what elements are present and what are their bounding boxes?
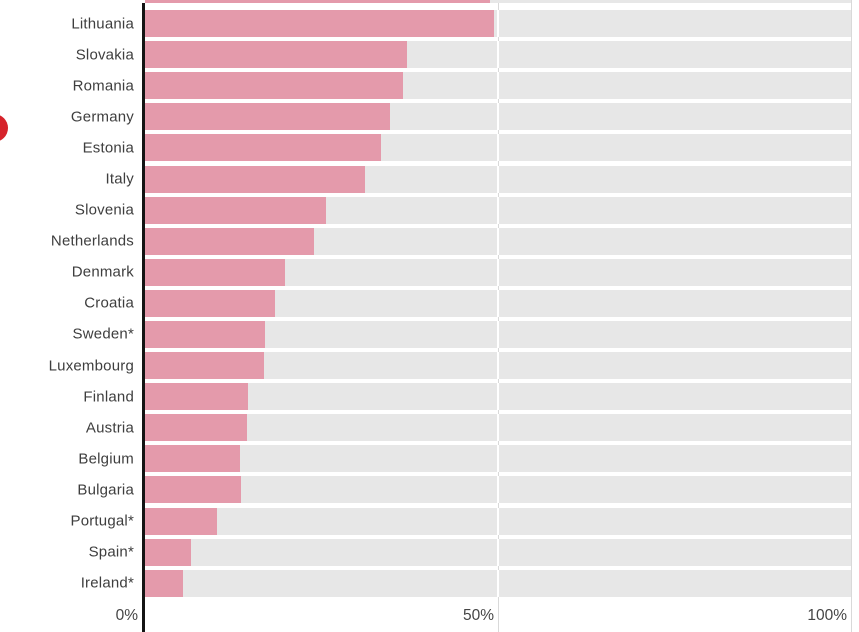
bar-row: Germany <box>0 101 859 132</box>
bar-row: Slovenia <box>0 195 859 226</box>
gridline-100-percent <box>851 0 852 632</box>
bar-track <box>145 445 851 473</box>
bar <box>145 165 366 193</box>
bar-track <box>145 196 851 224</box>
bar <box>145 507 217 535</box>
bar <box>145 227 314 255</box>
x-axis-tick-label: 100% <box>807 607 847 624</box>
bar-row: Spain* <box>0 537 859 568</box>
bar <box>145 445 240 473</box>
country-label: Netherlands <box>50 232 134 250</box>
bar-track <box>145 320 851 348</box>
country-label: Denmark <box>71 263 134 281</box>
bar <box>145 10 495 38</box>
bar-track <box>145 569 851 597</box>
bar-track <box>145 538 851 566</box>
bar-row: Sweden* <box>0 319 859 350</box>
bar <box>145 320 266 348</box>
bar-track <box>145 227 851 255</box>
bar-row: Finland <box>0 381 859 412</box>
bar-row: Belgium <box>0 443 859 474</box>
bar-row: Estonia <box>0 132 859 163</box>
bar-row: Luxembourg <box>0 350 859 381</box>
bar-track <box>145 352 851 380</box>
bar-track <box>145 289 851 317</box>
country-label: Finland <box>83 388 134 406</box>
bar <box>145 258 286 286</box>
bar <box>145 196 326 224</box>
bar <box>145 569 184 597</box>
country-label: Bulgaria <box>77 481 134 499</box>
bar-track <box>145 103 851 131</box>
bar <box>145 352 264 380</box>
country-label: Spain* <box>88 543 134 561</box>
y-axis-line <box>142 3 145 632</box>
bar-row: Netherlands <box>0 226 859 257</box>
country-label: Italy <box>105 170 134 188</box>
cutoff-top-bar <box>145 0 851 3</box>
red-dot-partial <box>0 114 8 142</box>
bar <box>145 41 407 69</box>
country-label: Ireland* <box>80 574 134 592</box>
bar-row: Portugal* <box>0 506 859 537</box>
bar-track <box>145 10 851 38</box>
bar <box>145 289 275 317</box>
bar <box>145 134 381 162</box>
x-axis-tick-label: 50% <box>462 607 494 624</box>
bar <box>145 414 248 442</box>
bar-track <box>145 476 851 504</box>
bar-track <box>145 72 851 100</box>
bar-track <box>145 414 851 442</box>
bar-row: Austria <box>0 412 859 443</box>
bar <box>145 538 191 566</box>
x-axis-tick-label: 0% <box>115 607 138 624</box>
bar-row: Italy <box>0 163 859 194</box>
country-label: Slovakia <box>75 46 134 64</box>
country-label: Belgium <box>78 450 134 468</box>
bar-row: Romania <box>0 70 859 101</box>
country-label: Romania <box>72 77 134 95</box>
bar <box>145 72 403 100</box>
bar-track <box>145 258 851 286</box>
bar-track <box>145 165 851 193</box>
bar-row: Bulgaria <box>0 474 859 505</box>
bar-track <box>145 41 851 69</box>
bar-track <box>145 383 851 411</box>
country-label: Luxembourg <box>48 357 134 375</box>
bar-rows-container: Lithuania Slovakia Romania Germany Estonia It… <box>0 8 859 599</box>
bar-row: Croatia <box>0 288 859 319</box>
country-label: Croatia <box>84 294 134 312</box>
country-label: Slovenia <box>74 201 134 219</box>
bar-row: Lithuania <box>0 8 859 39</box>
bar <box>145 476 242 504</box>
bar-track <box>145 134 851 162</box>
bar <box>145 383 249 411</box>
country-label: Portugal* <box>70 512 134 530</box>
bar-row: Denmark <box>0 257 859 288</box>
country-label: Lithuania <box>71 15 134 33</box>
cutoff-top-bar-fill <box>145 0 490 3</box>
bar <box>145 103 390 131</box>
country-label: Germany <box>70 108 134 126</box>
country-label: Sweden* <box>72 325 134 343</box>
country-label: Austria <box>85 419 134 437</box>
country-label: Estonia <box>82 139 134 157</box>
bar-row: Ireland* <box>0 568 859 599</box>
bar-row: Slovakia <box>0 39 859 70</box>
bar-track <box>145 507 851 535</box>
